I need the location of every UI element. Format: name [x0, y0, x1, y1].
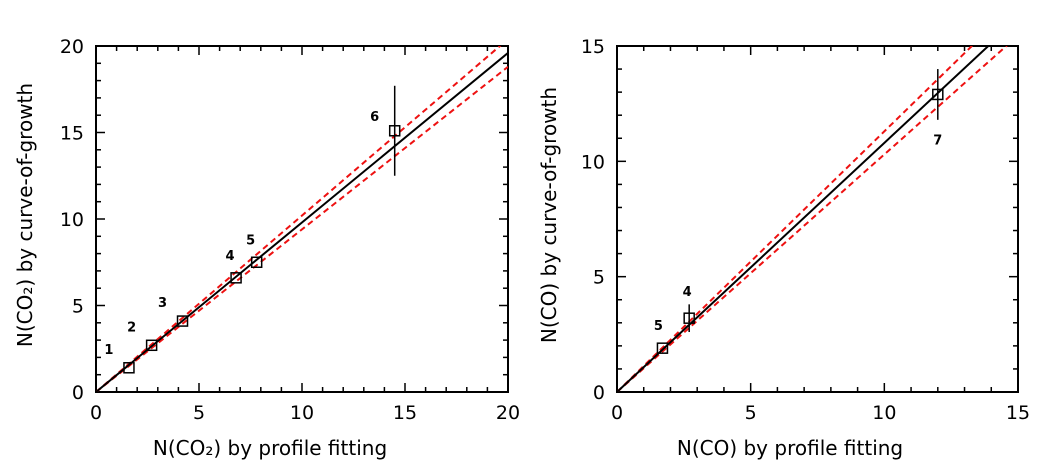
- co-point-label: 7: [933, 133, 942, 148]
- co2-y-tick-label: 10: [60, 209, 84, 231]
- co-fit-line: [617, 46, 990, 392]
- co-y-axis-label: N(CO) by curve-of-growth: [537, 87, 561, 343]
- co2-lines: [96, 46, 508, 392]
- co2-data-point: [388, 125, 401, 137]
- co2-fit-line: [96, 52, 508, 392]
- co-point-label: 4: [683, 285, 692, 300]
- co2-x-tick-label: 20: [496, 402, 520, 424]
- co2-x-tick-label: 5: [193, 402, 205, 424]
- co2-point-label: 2: [127, 320, 136, 335]
- co2-x-axis-label: N(CO₂) by profile fitting: [153, 436, 387, 460]
- co2-data-point: [123, 362, 135, 374]
- co2-data-point: [145, 339, 158, 352]
- co2-y-tick-label: 15: [60, 123, 84, 145]
- co2-point-label: 3: [158, 296, 167, 311]
- co2-point-label: 1: [104, 343, 113, 358]
- co-plot-area: 5 4 7: [617, 46, 1008, 392]
- co-x-tick-label: 15: [1006, 402, 1030, 424]
- co-data-point: [683, 312, 695, 324]
- co-lines: [617, 46, 1008, 392]
- co2-data-point: [176, 315, 189, 327]
- co2-point-label: 4: [226, 249, 235, 264]
- co2-y-tick-label: 5: [72, 296, 84, 318]
- co-y-tick-label: 15: [581, 36, 605, 58]
- co2-bound-line-2: [96, 46, 502, 392]
- co-y-tick-label: 10: [581, 151, 605, 173]
- co-x-tick-label: 5: [745, 402, 757, 424]
- co2-point-label: 5: [246, 233, 255, 248]
- co-plot-frame: [616, 45, 1019, 393]
- co-x-tick-label: 10: [872, 402, 896, 424]
- co2-point-label: 6: [370, 110, 379, 125]
- co2-y-tick-label: 0: [72, 382, 84, 404]
- co2-y-tick-label: 20: [60, 36, 84, 58]
- co-bound-line-2: [617, 46, 974, 392]
- co2-x-tick-label: 0: [90, 402, 102, 424]
- co-y-tick-label: 5: [593, 267, 605, 289]
- co-point-label: 5: [654, 319, 663, 334]
- co-x-tick-label: 0: [611, 402, 623, 424]
- co-data-point: [932, 88, 944, 101]
- co-bound-line-1: [617, 46, 1008, 392]
- co-y-tick-label: 0: [593, 382, 605, 404]
- co-data-point: [656, 342, 669, 354]
- co2-x-tick-label: 10: [290, 402, 314, 424]
- co-panel: 0 5 10 15 0 5 10 15 5 4 7 N(CO) by profile fittin…: [537, 36, 1030, 460]
- co-ticks: 0 5 10 15 0 5 10 15: [581, 36, 1030, 424]
- co2-bound-line-1: [96, 65, 508, 392]
- co2-y-axis-label: N(CO₂) by curve-of-growth: [13, 83, 37, 347]
- co2-plot-area: 12 3 45 6: [96, 46, 508, 392]
- co2-x-tick-label: 15: [393, 402, 417, 424]
- co2-data-point: [250, 256, 263, 268]
- co-x-axis-label: N(CO) by profile fitting: [677, 436, 903, 460]
- co2-data-point: [230, 272, 242, 284]
